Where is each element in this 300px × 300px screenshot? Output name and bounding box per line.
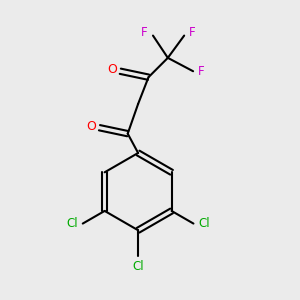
Text: O: O [107, 63, 117, 76]
Text: F: F [198, 65, 205, 78]
Text: O: O [86, 120, 96, 133]
Text: Cl: Cl [67, 217, 78, 230]
Text: F: F [141, 26, 148, 39]
Text: Cl: Cl [132, 260, 144, 273]
Text: F: F [189, 26, 196, 39]
Text: Cl: Cl [198, 217, 210, 230]
